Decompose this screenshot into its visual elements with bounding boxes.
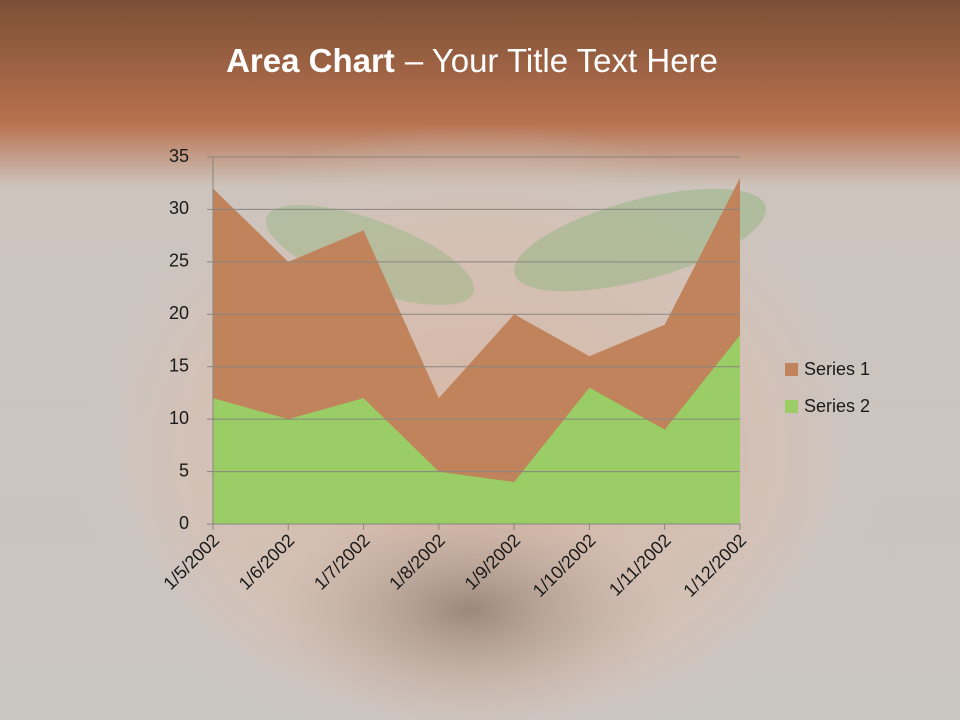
y-tick-label: 10 <box>169 408 189 428</box>
legend-swatch <box>785 363 798 376</box>
legend-label: Series 2 <box>804 396 870 416</box>
area <box>213 335 740 524</box>
slide-title: Area Chart – Your Title Text Here <box>226 42 718 79</box>
title-bold: Area Chart <box>226 42 395 79</box>
leaf-image <box>514 188 766 292</box>
soil-image <box>270 500 670 720</box>
y-tick-label: 30 <box>169 198 189 218</box>
legend-swatch <box>785 400 798 413</box>
y-tick-label: 5 <box>179 460 189 480</box>
y-tick-label: 0 <box>179 513 189 533</box>
y-tick-label: 25 <box>169 251 189 271</box>
y-tick-label: 15 <box>169 355 189 375</box>
y-tick-label: 35 <box>169 146 189 166</box>
y-tick-label: 20 <box>169 303 189 323</box>
title-rest: – Your Title Text Here <box>405 42 718 79</box>
legend-label: Series 1 <box>804 359 870 379</box>
